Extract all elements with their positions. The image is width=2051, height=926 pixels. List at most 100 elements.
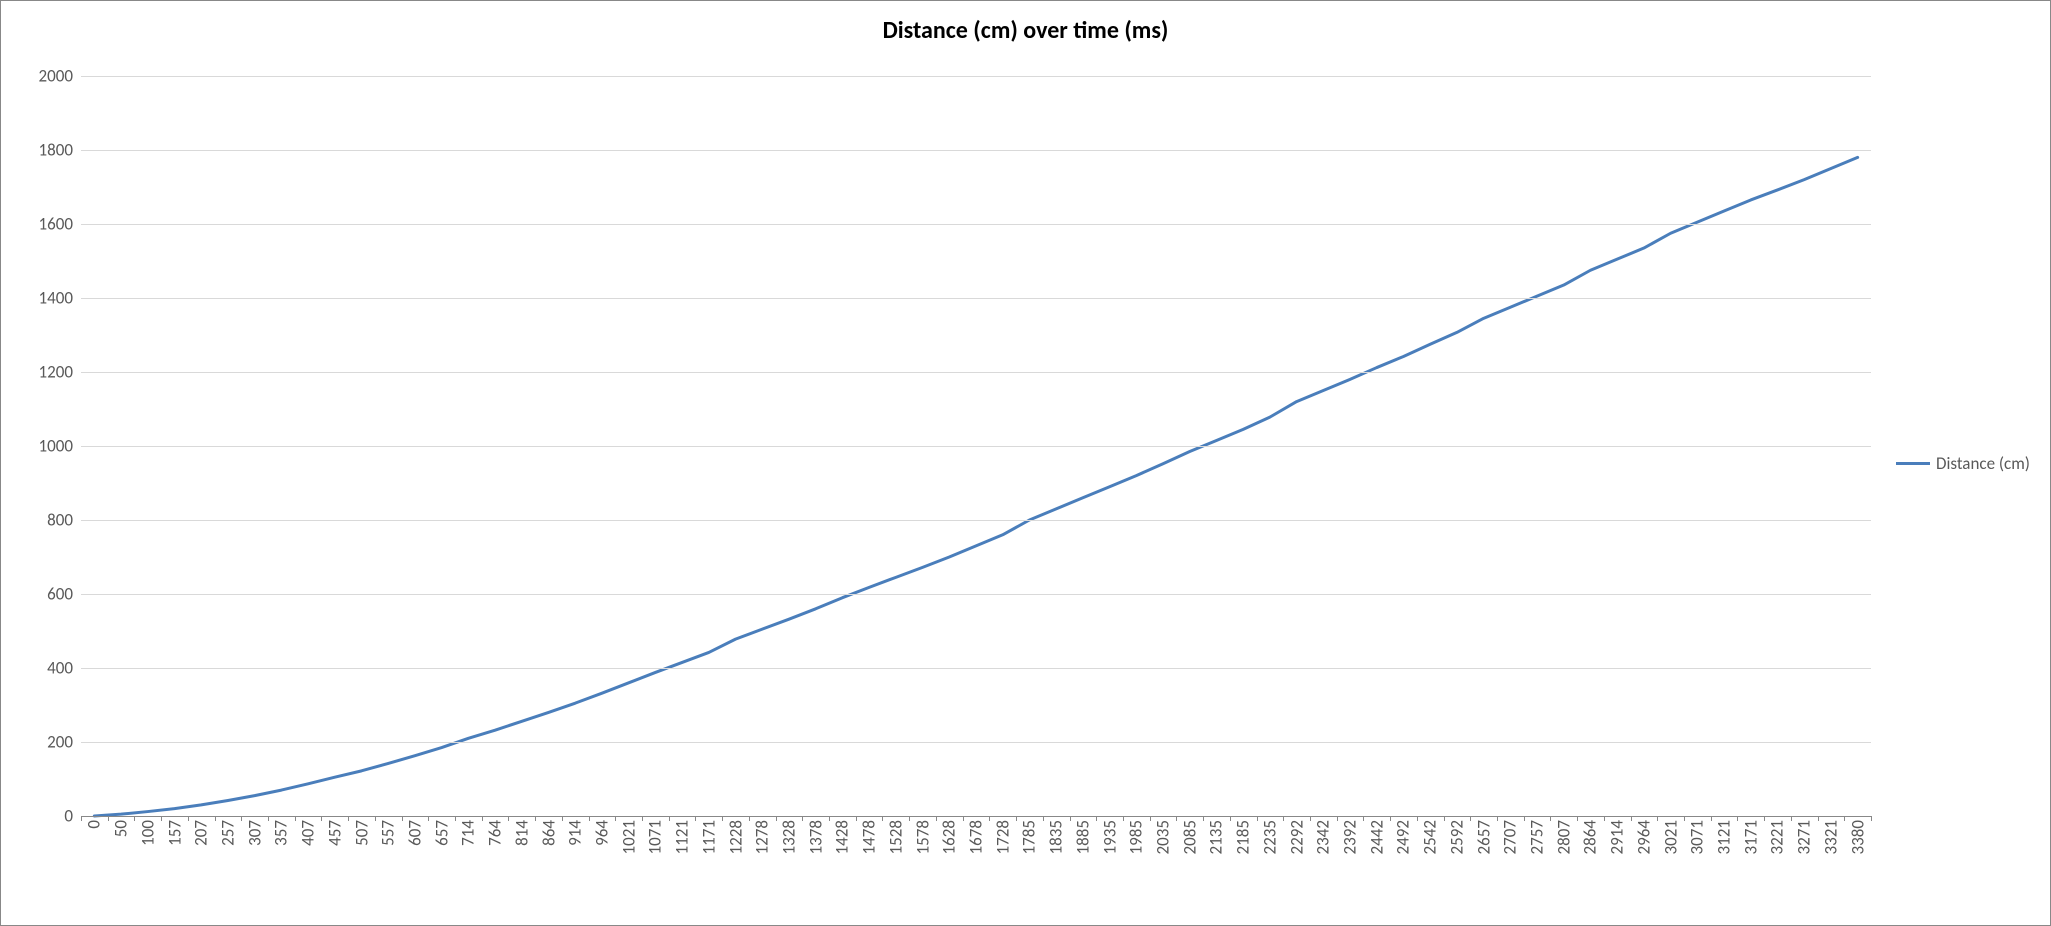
x-tick-label: 607 [404,820,425,846]
x-tick-mark [1497,816,1498,821]
x-tick-label: 3021 [1660,820,1681,854]
x-tick-mark [1818,816,1819,821]
x-tick-mark [134,816,135,821]
x-tick-label: 1278 [752,820,773,854]
x-tick-label: 1528 [885,820,906,854]
x-tick-label: 100 [137,820,158,846]
x-tick-label: 714 [458,820,479,846]
x-tick-label: 257 [217,820,238,846]
x-tick-label: 864 [538,820,559,846]
x-tick-mark [1043,816,1044,821]
x-tick-mark [348,816,349,821]
y-tick-label: 1400 [39,288,73,309]
x-tick-label: 814 [511,820,532,846]
x-tick-label: 207 [191,820,212,846]
x-tick-label: 2864 [1580,820,1601,854]
x-tick-mark [829,816,830,821]
x-tick-mark [936,816,937,821]
legend-swatch [1896,462,1930,465]
x-tick-mark [295,816,296,821]
x-tick-label: 3121 [1714,820,1735,854]
x-tick-label: 2442 [1366,820,1387,854]
x-tick-label: 964 [591,820,612,846]
x-tick-label: 657 [431,820,452,846]
y-tick-label: 2000 [39,66,73,87]
x-tick-mark [1844,816,1845,821]
x-tick-mark [1871,816,1872,821]
x-tick-label: 1478 [859,820,880,854]
chart-container: Distance (cm) over time (ms) 02004006008… [0,0,2051,926]
x-tick-label: 1628 [939,820,960,854]
x-tick-mark [161,816,162,821]
x-tick-label: 1228 [725,820,746,854]
x-tick-mark [1070,816,1071,821]
x-tick-mark [722,816,723,821]
x-tick-label: 2914 [1607,820,1628,854]
x-tick-label: 507 [351,820,372,846]
x-tick-label: 2657 [1473,820,1494,854]
x-tick-mark [1363,816,1364,821]
x-tick-label: 2035 [1153,820,1174,854]
x-tick-mark [749,816,750,821]
gridline [81,76,1871,77]
x-tick-mark [1657,816,1658,821]
x-tick-label: 2392 [1340,820,1361,854]
x-tick-mark [1577,816,1578,821]
gridline [81,594,1871,595]
x-tick-label: 2592 [1446,820,1467,854]
x-tick-mark [695,816,696,821]
y-tick-label: 400 [47,658,73,679]
x-tick-label: 2542 [1420,820,1441,854]
gridline [81,742,1871,743]
gridline [81,520,1871,521]
x-tick-label: 0 [84,820,105,829]
x-tick-label: 157 [164,820,185,846]
gridline [81,150,1871,151]
x-tick-label: 2135 [1206,820,1227,854]
x-tick-mark [1230,816,1231,821]
x-tick-label: 1728 [992,820,1013,854]
x-tick-label: 1578 [912,820,933,854]
x-tick-label: 3171 [1740,820,1761,854]
x-tick-mark [669,816,670,821]
gridline [81,224,1871,225]
x-tick-label: 2964 [1633,820,1654,854]
x-tick-mark [776,816,777,821]
x-tick-label: 1835 [1046,820,1067,854]
x-tick-label: 50 [111,820,132,837]
x-tick-label: 1428 [832,820,853,854]
x-tick-mark [615,816,616,821]
x-tick-mark [1310,816,1311,821]
x-tick-label: 1378 [805,820,826,854]
x-tick-mark [963,816,964,821]
x-tick-label: 764 [485,820,506,846]
chart-title: Distance (cm) over time (ms) [1,16,2050,45]
x-tick-mark [1444,816,1445,821]
legend-label: Distance (cm) [1936,453,2030,474]
x-tick-mark [482,816,483,821]
x-tick-label: 2342 [1313,820,1334,854]
x-tick-label: 1071 [645,820,666,854]
x-tick-label: 1678 [966,820,987,854]
gridline [81,446,1871,447]
y-tick-label: 200 [47,732,73,753]
x-tick-label: 3221 [1767,820,1788,854]
x-tick-mark [1283,816,1284,821]
x-tick-mark [1337,816,1338,821]
y-tick-label: 1800 [39,140,73,161]
x-tick-label: 307 [244,820,265,846]
x-tick-mark [802,816,803,821]
x-tick-mark [1631,816,1632,821]
y-tick-label: 800 [47,510,73,531]
x-tick-mark [1123,816,1124,821]
x-tick-mark [455,816,456,821]
x-tick-label: 1171 [698,820,719,854]
x-tick-mark [321,816,322,821]
x-tick-mark [1791,816,1792,821]
x-tick-mark [1417,816,1418,821]
x-tick-mark [1150,816,1151,821]
x-tick-mark [535,816,536,821]
x-tick-mark [1550,816,1551,821]
x-tick-label: 1021 [618,820,639,854]
x-tick-mark [108,816,109,821]
